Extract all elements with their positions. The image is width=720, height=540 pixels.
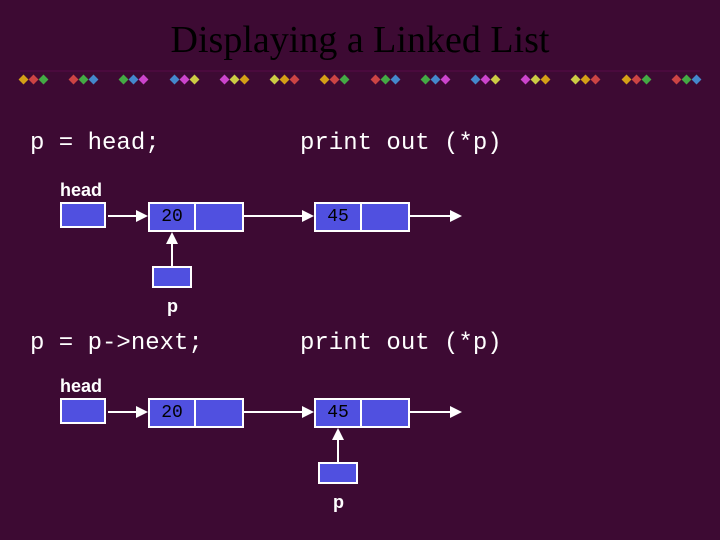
- node-20-second: 20: [148, 398, 244, 428]
- arrow-head-1c: [450, 210, 462, 222]
- node-45-val-1: 45: [316, 204, 362, 230]
- arrow-line-1b: [244, 215, 304, 217]
- arrow-line-p2: [337, 438, 339, 462]
- arrow-head-1b: [302, 210, 314, 222]
- node-20-ptr-2: [196, 400, 242, 426]
- p-box-1: [152, 266, 192, 288]
- code-line-1-left: p = head;: [30, 130, 160, 157]
- node-45-second: 45: [314, 398, 410, 428]
- arrow-head-p1: [166, 232, 178, 244]
- node-20-val-1: 20: [150, 204, 196, 230]
- p-label-2: p: [333, 492, 344, 513]
- node-45-ptr-2: [362, 400, 408, 426]
- arrow-head-1a: [136, 210, 148, 222]
- head-label-2: head: [60, 376, 102, 397]
- p-label-1: p: [167, 296, 178, 317]
- arrow-head-2b: [302, 406, 314, 418]
- node-45-val-2: 45: [316, 400, 362, 426]
- slide-title: Displaying a Linked List: [0, 0, 720, 70]
- node-20-val-2: 20: [150, 400, 196, 426]
- arrow-line-2a: [108, 411, 138, 413]
- code-line-1-right: print out (*p): [300, 130, 502, 157]
- arrow-head-2c: [450, 406, 462, 418]
- arrow-head-p2: [332, 428, 344, 440]
- arrow-line-1c: [410, 215, 452, 217]
- p-box-2: [318, 462, 358, 484]
- arrow-head-2a: [136, 406, 148, 418]
- node-20-first: 20: [148, 202, 244, 232]
- head-label-1: head: [60, 180, 102, 201]
- head-ptr-box-1: [60, 202, 106, 228]
- diamond-decoration-row: [0, 76, 720, 83]
- node-20-ptr-1: [196, 204, 242, 230]
- code-line-2-right: print out (*p): [300, 330, 502, 357]
- head-ptr-box-2: [60, 398, 106, 424]
- node-45-ptr-1: [362, 204, 408, 230]
- arrow-line-2b: [244, 411, 304, 413]
- code-line-2-left: p = p->next;: [30, 330, 203, 357]
- node-45-first: 45: [314, 202, 410, 232]
- arrow-line-p1: [171, 242, 173, 266]
- arrow-line-2c: [410, 411, 452, 413]
- title-underline: [20, 70, 700, 72]
- arrow-line-1a: [108, 215, 138, 217]
